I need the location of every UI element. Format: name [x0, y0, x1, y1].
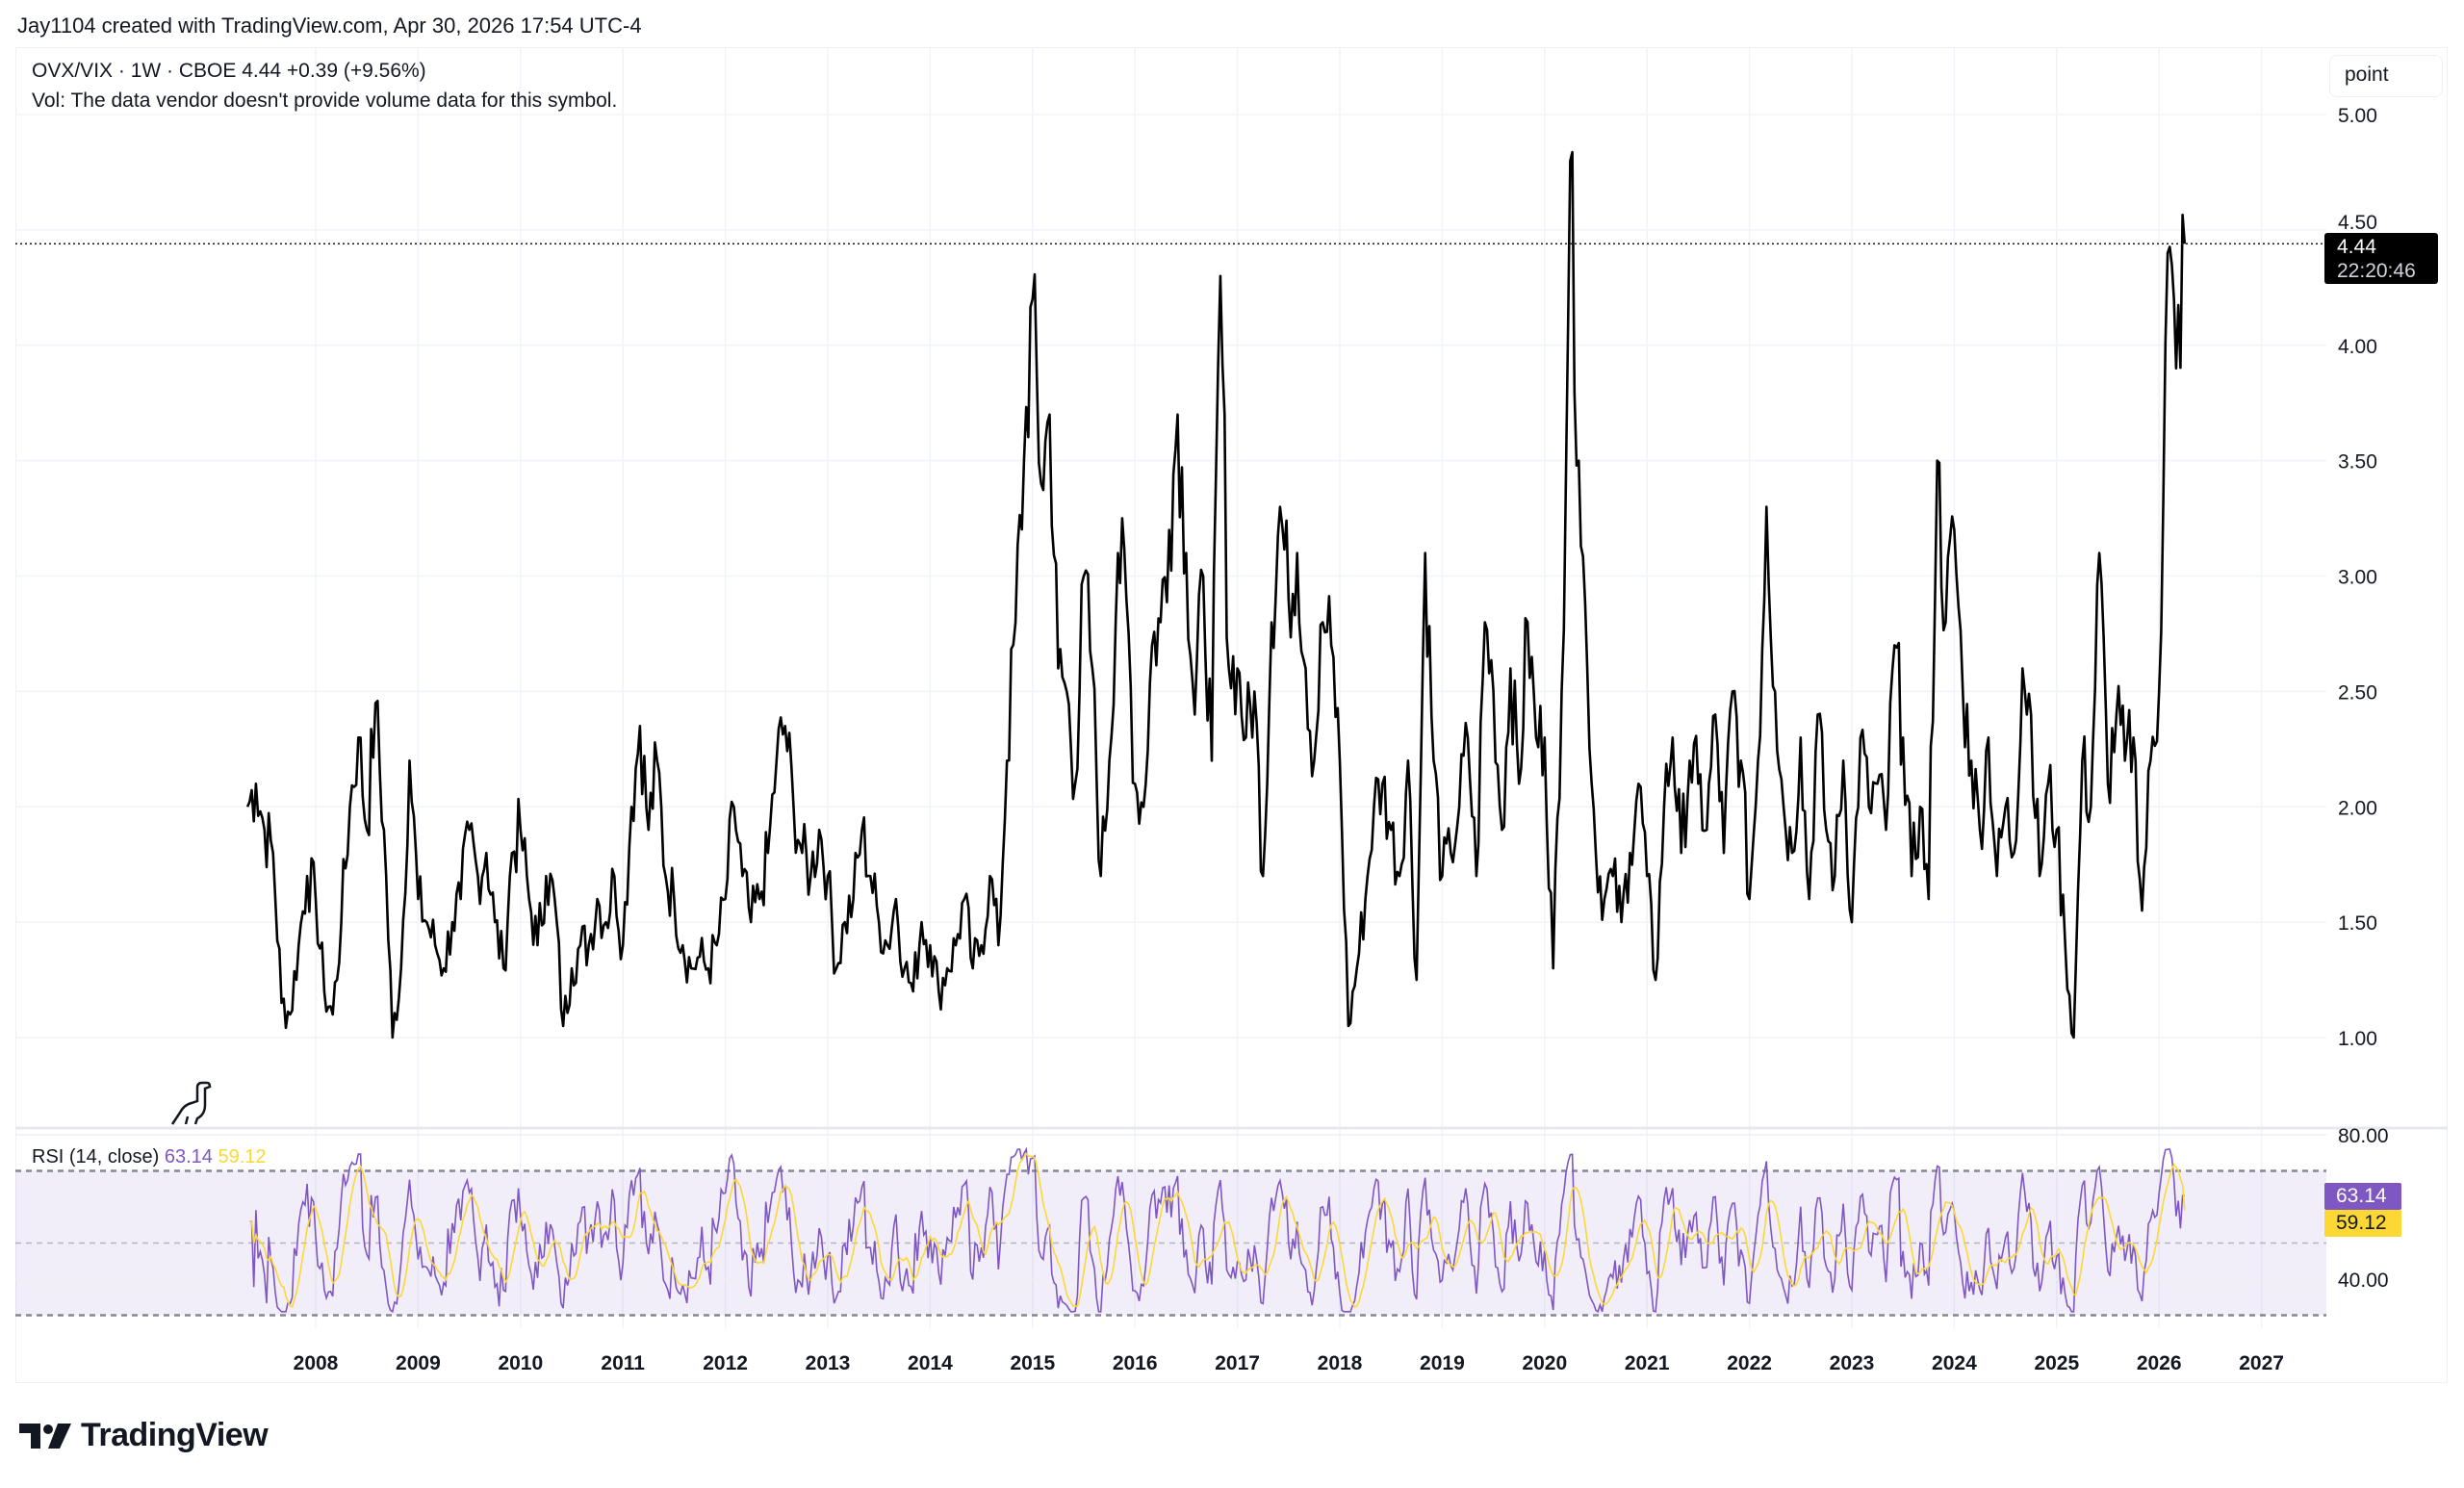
- tradingview-wordmark: TradingView: [81, 1417, 269, 1453]
- price-axis-label: 3.00: [2338, 567, 2377, 589]
- time-axis-label: 2013: [806, 1352, 851, 1374]
- rsi-ma-line: [249, 1152, 2186, 1309]
- time-axis-label: 2018: [1318, 1352, 1363, 1374]
- rsi-legend-label: RSI (14, close): [32, 1146, 160, 1167]
- scale-unit-button[interactable]: point: [2329, 55, 2443, 97]
- time-axis-label: 2020: [1522, 1352, 1567, 1374]
- last-price-value: 4.44: [2337, 236, 2376, 258]
- rsi-axis-label: 40.00: [2338, 1270, 2389, 1292]
- price-axis-label: 2.50: [2338, 681, 2377, 704]
- price-line: [245, 150, 2187, 1039]
- volume-legend: Vol: The data vendor doesn't provide vol…: [32, 90, 618, 112]
- time-axis-label: 2027: [2239, 1352, 2284, 1374]
- price-axis-label: 3.50: [2338, 451, 2377, 474]
- rsi-legend-value: 63.14: [164, 1146, 213, 1167]
- time-axis-label: 2010: [498, 1352, 543, 1374]
- rsi-legend[interactable]: RSI (14, close) 63.14 59.12: [32, 1146, 267, 1168]
- time-axis-label: 2021: [1625, 1352, 1670, 1374]
- time-axis-label: 2025: [2034, 1352, 2079, 1374]
- rsi-line: [249, 1146, 2185, 1314]
- tradingview-logo-icon: [19, 1423, 71, 1449]
- time-axis-label: 2011: [601, 1352, 645, 1374]
- time-axis-label: 2009: [396, 1352, 441, 1374]
- chart-frame: [15, 47, 2448, 1383]
- last-price-label: 4.44 22:20:46: [2324, 233, 2438, 284]
- tradingview-logo[interactable]: TradingView: [19, 1417, 269, 1454]
- time-axis-label: 2019: [1420, 1352, 1465, 1374]
- bar-countdown: 22:20:46: [2337, 260, 2416, 282]
- rsi-axis-label: 80.00: [2338, 1125, 2389, 1147]
- rsi-ma-value-badge: 59.12: [2324, 1210, 2401, 1237]
- time-axis-label: 2008: [294, 1352, 339, 1374]
- time-axis-label: 2024: [1932, 1352, 1977, 1374]
- price-axis-label: 5.00: [2338, 105, 2377, 127]
- price-axis-label: 4.00: [2338, 336, 2377, 358]
- price-axis-label: 2.00: [2338, 797, 2377, 819]
- time-axis-label: 2012: [703, 1352, 748, 1374]
- time-axis-label: 2017: [1215, 1352, 1260, 1374]
- time-axis-label: 2016: [1113, 1352, 1158, 1374]
- price-axis-label: 4.50: [2338, 212, 2377, 234]
- price-axis-label: 1.50: [2338, 912, 2377, 935]
- chart-credit: Jay1104 created with TradingView.com, Ap…: [17, 13, 642, 38]
- price-axis-label: 1.00: [2338, 1028, 2377, 1050]
- dinosaur-icon: [170, 1081, 212, 1125]
- time-axis-label: 2022: [1727, 1352, 1772, 1374]
- time-axis-label: 2026: [2137, 1352, 2182, 1374]
- time-axis-label: 2023: [1830, 1352, 1875, 1374]
- time-axis-label: 2015: [1010, 1352, 1055, 1374]
- rsi-value-badge: 63.14: [2324, 1183, 2401, 1210]
- time-axis-label: 2014: [908, 1352, 953, 1374]
- symbol-legend[interactable]: OVX/VIX · 1W · CBOE 4.44 +0.39 (+9.56%): [32, 60, 426, 82]
- rsi-ma-legend-value: 59.12: [218, 1146, 267, 1167]
